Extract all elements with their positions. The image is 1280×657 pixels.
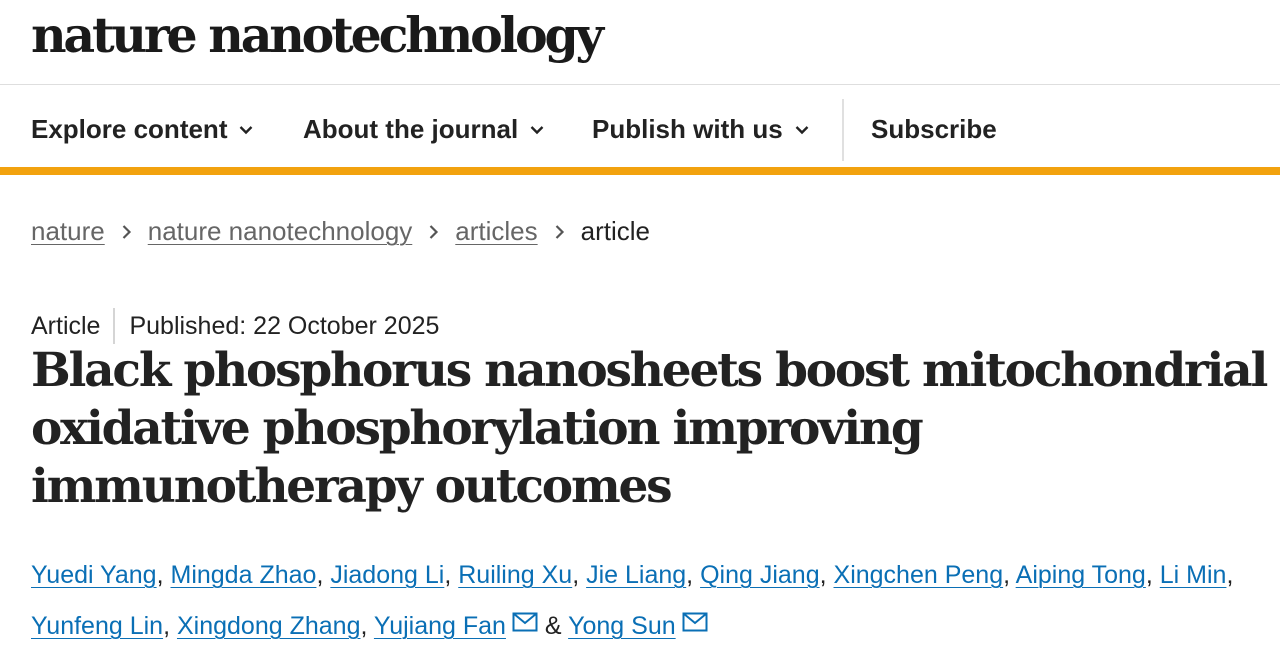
chevron-down-icon xyxy=(240,125,253,134)
article-title: Black phosphorus nanosheets boost mitoch… xyxy=(31,343,1268,514)
masthead: nature nanotechnology xyxy=(0,0,1280,85)
author-link[interactable]: Yunfeng Lin xyxy=(31,612,164,640)
nav-label: Subscribe xyxy=(871,114,997,144)
chevron-right-icon xyxy=(430,224,439,239)
author-link[interactable]: Qing Jiang xyxy=(700,561,820,589)
author-link[interactable]: Li Min xyxy=(1159,561,1227,589)
nav-subscribe[interactable]: Subscribe xyxy=(871,114,997,145)
nav-explore-content[interactable]: Explore content xyxy=(31,114,253,145)
main-nav: Explore content About the journal Publis… xyxy=(0,85,1280,175)
author-separator: , xyxy=(156,561,164,589)
author-separator: , xyxy=(1145,561,1153,589)
journal-logo[interactable]: nature nanotechnology xyxy=(31,6,604,64)
author-separator: , xyxy=(316,561,324,589)
author-link[interactable]: Yujiang Fan xyxy=(373,612,506,640)
author-separator: , xyxy=(444,561,452,589)
meta-divider xyxy=(113,308,116,344)
author-link[interactable]: Jiadong Li xyxy=(330,561,445,589)
chevron-down-icon xyxy=(530,125,544,134)
author-link[interactable]: Yuedi Yang xyxy=(31,561,157,589)
author-separator: & xyxy=(544,612,562,640)
author-separator: , xyxy=(163,612,171,640)
article-type: Article xyxy=(31,311,101,340)
nav-publish-with-us[interactable]: Publish with us xyxy=(592,114,809,145)
nav-divider xyxy=(842,99,844,161)
author-separator: , xyxy=(360,612,368,640)
published-date: Published: 22 October 2025 xyxy=(129,311,440,340)
nav-label: About the journal xyxy=(303,114,519,144)
chevron-down-icon xyxy=(795,125,809,134)
nav-label: Publish with us xyxy=(592,114,783,144)
breadcrumb-link-nature[interactable]: nature xyxy=(31,216,105,246)
mail-icon[interactable] xyxy=(682,612,708,632)
author-separator: , xyxy=(572,561,580,589)
author-link[interactable]: Xingchen Peng xyxy=(833,561,1004,589)
author-link[interactable]: Mingda Zhao xyxy=(170,561,317,589)
author-link[interactable]: Ruiling Xu xyxy=(458,561,573,589)
author-link[interactable]: Xingdong Zhang xyxy=(176,612,361,640)
author-link[interactable]: Yong Sun xyxy=(568,612,676,640)
author-separator: , xyxy=(1226,561,1234,589)
chevron-right-icon xyxy=(122,224,131,239)
author-separator: , xyxy=(819,561,827,589)
breadcrumb-link-articles[interactable]: articles xyxy=(455,216,538,246)
author-link[interactable]: Aiping Tong xyxy=(1015,561,1146,589)
article-meta: Article Published: 22 October 2025 xyxy=(31,308,439,344)
chevron-right-icon xyxy=(555,224,564,239)
author-separator: , xyxy=(686,561,694,589)
author-separator: , xyxy=(1003,561,1011,589)
author-link[interactable]: Jie Liang xyxy=(586,561,687,589)
nav-about-journal[interactable]: About the journal xyxy=(303,114,544,145)
breadcrumb-current: article xyxy=(580,216,650,246)
nav-label: Explore content xyxy=(31,114,228,144)
mail-icon[interactable] xyxy=(512,612,538,632)
author-list: Yuedi Yang, Mingda Zhao, Jiadong Li, Rui… xyxy=(31,550,1256,652)
breadcrumb-link-journal[interactable]: nature nanotechnology xyxy=(147,216,413,246)
breadcrumb: nature nature nanotechnology articles ar… xyxy=(31,216,650,247)
